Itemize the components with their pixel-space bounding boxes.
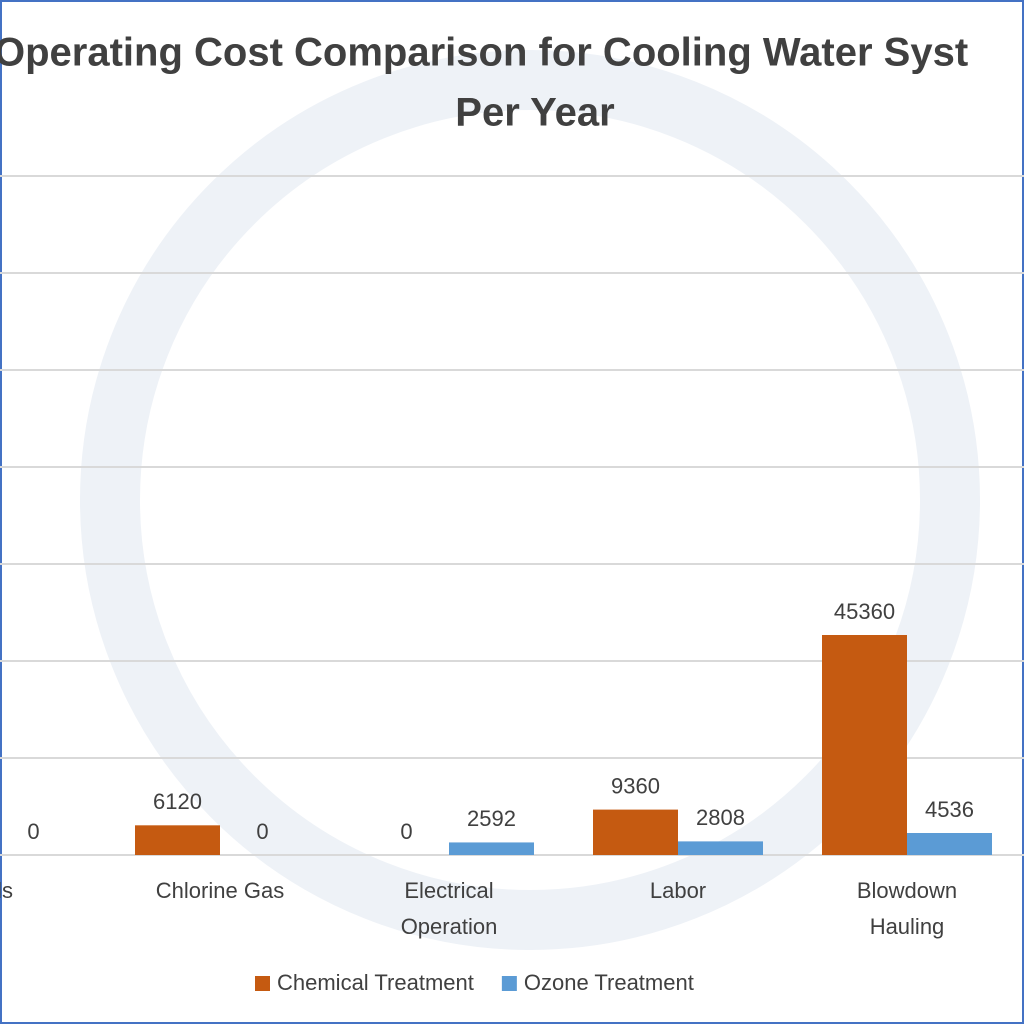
chart-title: Operating Cost Comparison for Cooling Wa… — [0, 31, 968, 75]
bar — [135, 825, 220, 855]
legend-label: Ozone Treatment — [524, 970, 694, 995]
bar — [822, 635, 907, 855]
x-tick-label: icals — [0, 878, 13, 903]
data-label: 2592 — [467, 806, 516, 831]
bar — [449, 842, 534, 855]
chart-subtitle: Per Year — [455, 91, 614, 135]
x-tick-label: Blowdown Hauling — [857, 878, 957, 939]
data-label: 0 — [27, 819, 39, 844]
data-label: 4536 — [925, 797, 974, 822]
legend-swatch — [501, 976, 517, 991]
watermark — [80, 50, 980, 950]
x-tick-label: Labor — [650, 878, 706, 903]
data-label: 2808 — [696, 805, 745, 830]
bar — [907, 833, 992, 855]
data-label: 45360 — [834, 599, 895, 624]
legend-swatch — [255, 976, 270, 991]
data-label: 0 — [256, 819, 268, 844]
legend-label: Chemical Treatment — [277, 970, 474, 995]
bar — [593, 809, 678, 855]
x-tick-label: Chlorine Gas — [156, 878, 284, 903]
x-tick-label: Electrical Operation — [401, 878, 498, 939]
data-label: 9360 — [611, 773, 660, 798]
data-label: 6120 — [153, 789, 202, 814]
bar — [678, 841, 763, 855]
data-label: 0 — [400, 819, 412, 844]
